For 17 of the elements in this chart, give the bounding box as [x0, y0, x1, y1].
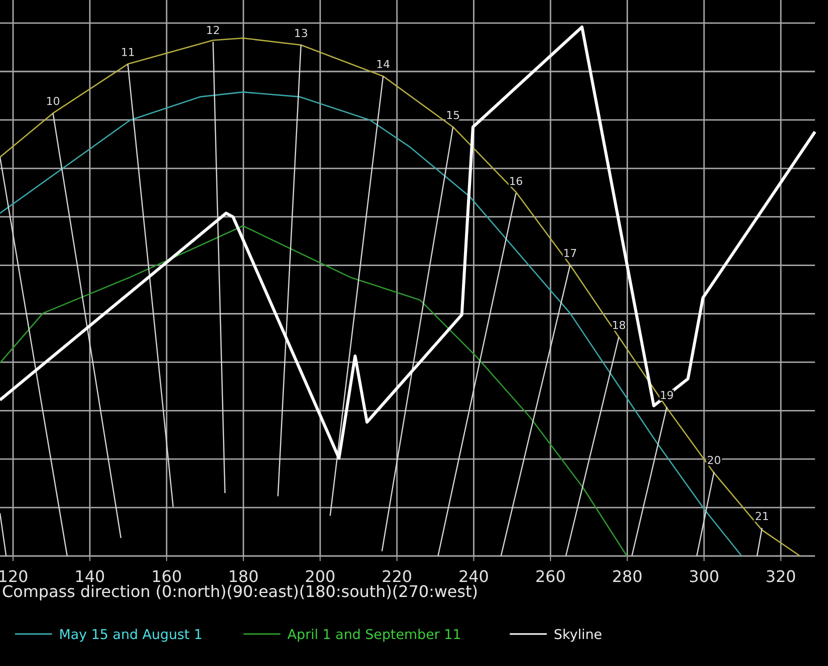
- legend-label: May 15 and August 1: [59, 627, 202, 643]
- legend-label: April 1 and September 11: [287, 627, 462, 643]
- x-tick-label: 280: [612, 567, 643, 586]
- annotation: 17: [563, 247, 578, 260]
- annotation: 14: [376, 58, 390, 72]
- annotation: 11: [120, 46, 135, 60]
- annotation: 13: [294, 26, 308, 40]
- annotation: 10: [46, 95, 60, 108]
- annotation: 15: [446, 108, 460, 122]
- legend-label: Skyline: [554, 627, 602, 643]
- annotation: 21: [755, 510, 770, 523]
- annotation: 18: [612, 318, 626, 332]
- annotation: 16: [508, 175, 523, 188]
- x-tick-label: 320: [766, 567, 796, 586]
- annotation: 12: [206, 24, 220, 37]
- x-tick-label: 300: [688, 567, 720, 586]
- x-tick-label: 260: [535, 567, 566, 586]
